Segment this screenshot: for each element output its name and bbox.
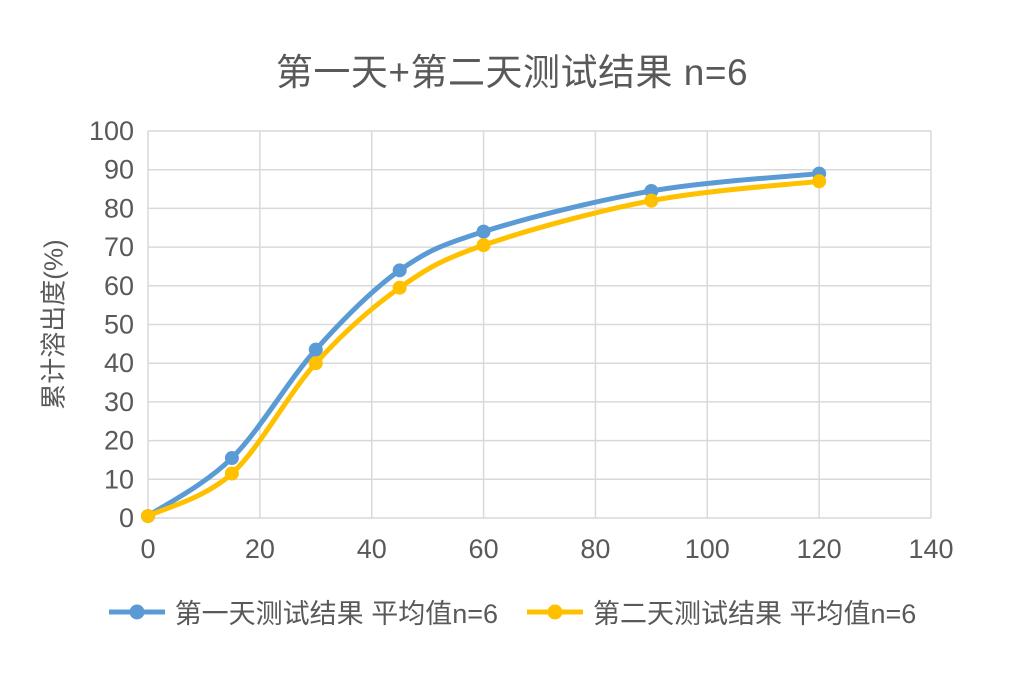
legend-swatch-day1	[108, 604, 165, 619]
x-tick-label: 60	[469, 534, 499, 564]
data-point-marker-day2[interactable]	[476, 238, 491, 253]
chart-title: 第一天+第二天测试结果 n=6	[275, 52, 749, 93]
x-tick-label: 20	[245, 534, 275, 564]
x-tick-label: 100	[685, 534, 730, 564]
legend-label-day2: 第二天测试结果 平均值n=6	[593, 599, 917, 629]
legend: 第一天测试结果 平均值n=6 第二天测试结果 平均值n=6	[0, 592, 1024, 631]
legend-swatch-day2	[527, 604, 583, 619]
series-line-day2[interactable]	[145, 178, 822, 519]
y-tick-label: 10	[104, 464, 134, 494]
legend-label-day1: 第一天测试结果 平均值n=6	[174, 599, 498, 629]
y-tick-label: 80	[104, 193, 134, 223]
x-tick-label: 80	[580, 534, 610, 564]
data-point-marker-day1[interactable]	[308, 342, 323, 357]
data-point-marker-day1[interactable]	[392, 263, 407, 278]
legend-marker-day2-icon	[547, 604, 563, 619]
y-tick-label: 100	[89, 116, 134, 146]
y-tick-label: 0	[119, 503, 134, 533]
legend-item-day1[interactable]: 第一天测试结果 平均值n=6	[108, 592, 498, 631]
y-tick-label: 50	[104, 310, 134, 340]
data-point-marker-day1[interactable]	[644, 183, 659, 198]
y-tick-label: 90	[104, 155, 134, 185]
x-tick-label: 40	[357, 534, 387, 564]
data-point-marker-day1[interactable]	[224, 451, 239, 466]
data-point-marker-day1[interactable]	[476, 224, 491, 239]
data-point-marker-day2[interactable]	[141, 509, 155, 524]
data-point-marker-day2[interactable]	[308, 356, 323, 371]
legend-item-day2[interactable]: 第二天测试结果 平均值n=6	[526, 592, 916, 631]
y-tick-label: 60	[104, 271, 134, 301]
data-point-marker-day2[interactable]	[644, 193, 659, 208]
x-tick-label: 140	[908, 534, 953, 564]
data-point-marker-day2[interactable]	[812, 174, 827, 189]
data-point-marker-day2[interactable]	[392, 280, 407, 295]
legend-marker-day1-icon	[129, 604, 145, 619]
x-tick-label: 0	[140, 534, 155, 564]
x-tick-label: 120	[797, 534, 842, 564]
data-point-marker-day2[interactable]	[224, 466, 239, 481]
y-tick-label: 40	[104, 348, 134, 378]
y-tick-label: 70	[104, 232, 134, 262]
y-tick-label: 30	[104, 387, 134, 417]
y-tick-label: 20	[104, 426, 134, 456]
